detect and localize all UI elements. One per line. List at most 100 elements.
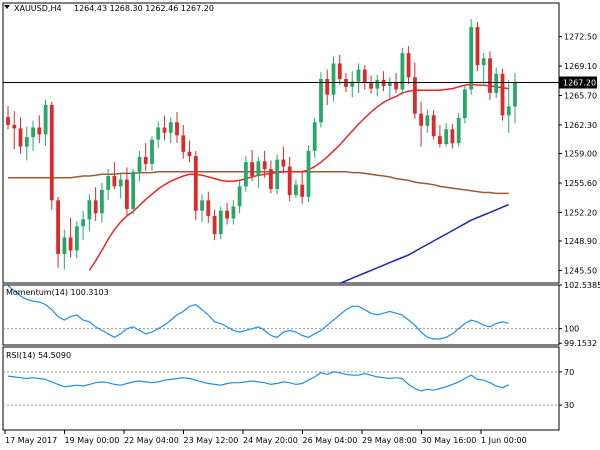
candle-body [475, 27, 480, 66]
candle-body [375, 79, 380, 89]
momentum-label: Momentum(14) 100.3103 [6, 288, 109, 297]
candle-body [506, 106, 511, 116]
candle-body [12, 124, 17, 129]
candle-body [262, 161, 267, 170]
price-tick-label: 1269.10 [564, 62, 597, 71]
candle-body [425, 115, 430, 126]
rsi-label: RSI(14) 54.5090 [6, 351, 71, 360]
candle-body [49, 105, 54, 201]
candle-body [87, 200, 92, 220]
candle-body [350, 81, 355, 87]
candle-body [494, 73, 499, 93]
candle-body [456, 118, 461, 144]
price-tick-label: 1248.90 [564, 237, 597, 246]
candle-body [143, 157, 148, 164]
current-price-tag [559, 76, 597, 89]
price-panel [2, 2, 560, 284]
candle-body [244, 162, 248, 187]
candle-body [175, 122, 179, 136]
time-tick-label: 19 May 00:00 [65, 436, 120, 445]
candle-body [281, 159, 286, 167]
price-tick-label: 1252.20 [564, 208, 597, 217]
candle-body [150, 139, 154, 164]
rsi-tick-label: 30 [564, 401, 574, 410]
price-tick-label: 1265.70 [564, 91, 597, 100]
price-tick-label: 1272.50 [564, 33, 597, 42]
candle-body [237, 186, 242, 207]
candle-body [200, 200, 204, 211]
candle-body [93, 200, 98, 214]
candle-body [100, 189, 104, 214]
candle-body [24, 137, 29, 147]
candle-body [137, 157, 142, 172]
candle-body [68, 237, 73, 251]
candles [6, 19, 517, 270]
time-tick-label: 17 May 2017 [5, 436, 57, 445]
indicator-levels [3, 328, 559, 406]
candle-body [212, 215, 217, 235]
candle-body [294, 184, 298, 196]
candle-body [269, 169, 273, 189]
rsi-tick-label: 70 [564, 368, 574, 377]
candle-body [75, 226, 79, 251]
candle-body [181, 135, 186, 152]
y-axis: 1272.50 1269.10 1265.70 1262.30 1259.00 1255.… [559, 33, 600, 410]
candle-body [231, 206, 236, 219]
rsi-panel [2, 346, 560, 431]
indicator-lines [7, 285, 509, 392]
candle-body [62, 237, 67, 254]
candle-body [469, 27, 474, 90]
symbol-label: XAUUSD,H4 [14, 4, 62, 13]
candle-body [206, 200, 211, 216]
ohlc-values: 1264.43 1268.30 1262.46 1267.20 [74, 4, 214, 13]
candle-body [37, 127, 42, 135]
momentum-tick-label: 100 [564, 325, 579, 334]
time-tick-label: 22 May 04:00 [124, 436, 179, 445]
candle-body [331, 63, 336, 95]
candle-body [287, 166, 292, 196]
candle-body [31, 127, 35, 137]
candle-body [168, 122, 173, 133]
candle-body [218, 210, 223, 235]
candle-body [6, 117, 10, 125]
candle-body [18, 128, 23, 147]
candle-body [394, 82, 398, 90]
candle-body [56, 200, 60, 254]
candle-body [444, 129, 449, 144]
candle-body [463, 89, 467, 118]
momentum-tick-label: 99.1532 [564, 339, 597, 348]
candle-body [275, 159, 280, 189]
candle-body [337, 63, 342, 80]
candle-body [156, 127, 161, 140]
candle-body [500, 73, 505, 116]
candle-body [225, 210, 229, 219]
candle-body [438, 136, 442, 144]
price-tick-label: 1259.00 [564, 150, 597, 159]
candle-body [125, 179, 129, 209]
candle-body [106, 176, 111, 190]
candle-body [513, 82, 517, 107]
sma-fast-line [88, 83, 509, 271]
dropdown-triangle-icon[interactable] [4, 5, 10, 9]
momentum-panel [2, 284, 560, 346]
candle-body [488, 58, 492, 93]
rsi-line [7, 371, 509, 392]
candle-body [400, 53, 405, 90]
candle-body [81, 219, 85, 227]
candle-body [250, 162, 254, 177]
momentum-tick-label: 102.5385 [564, 281, 600, 290]
candle-body [319, 79, 323, 123]
current-price-line: 1267.20 [3, 76, 597, 89]
candle-body [131, 171, 136, 209]
candle-body [193, 156, 198, 211]
momentum-line [7, 285, 509, 340]
candle-body [112, 176, 117, 187]
x-axis: 17 May 2017 19 May 00:00 22 May 04:00 23 Ma… [4, 430, 527, 445]
candle-body [256, 161, 261, 176]
chart-header: XAUUSD,H4 1264.43 1268.30 1262.46 1267.2… [4, 4, 214, 13]
candle-body [162, 127, 167, 133]
candle-body [481, 58, 486, 66]
candle-body [419, 113, 423, 126]
candle-body [431, 115, 436, 137]
